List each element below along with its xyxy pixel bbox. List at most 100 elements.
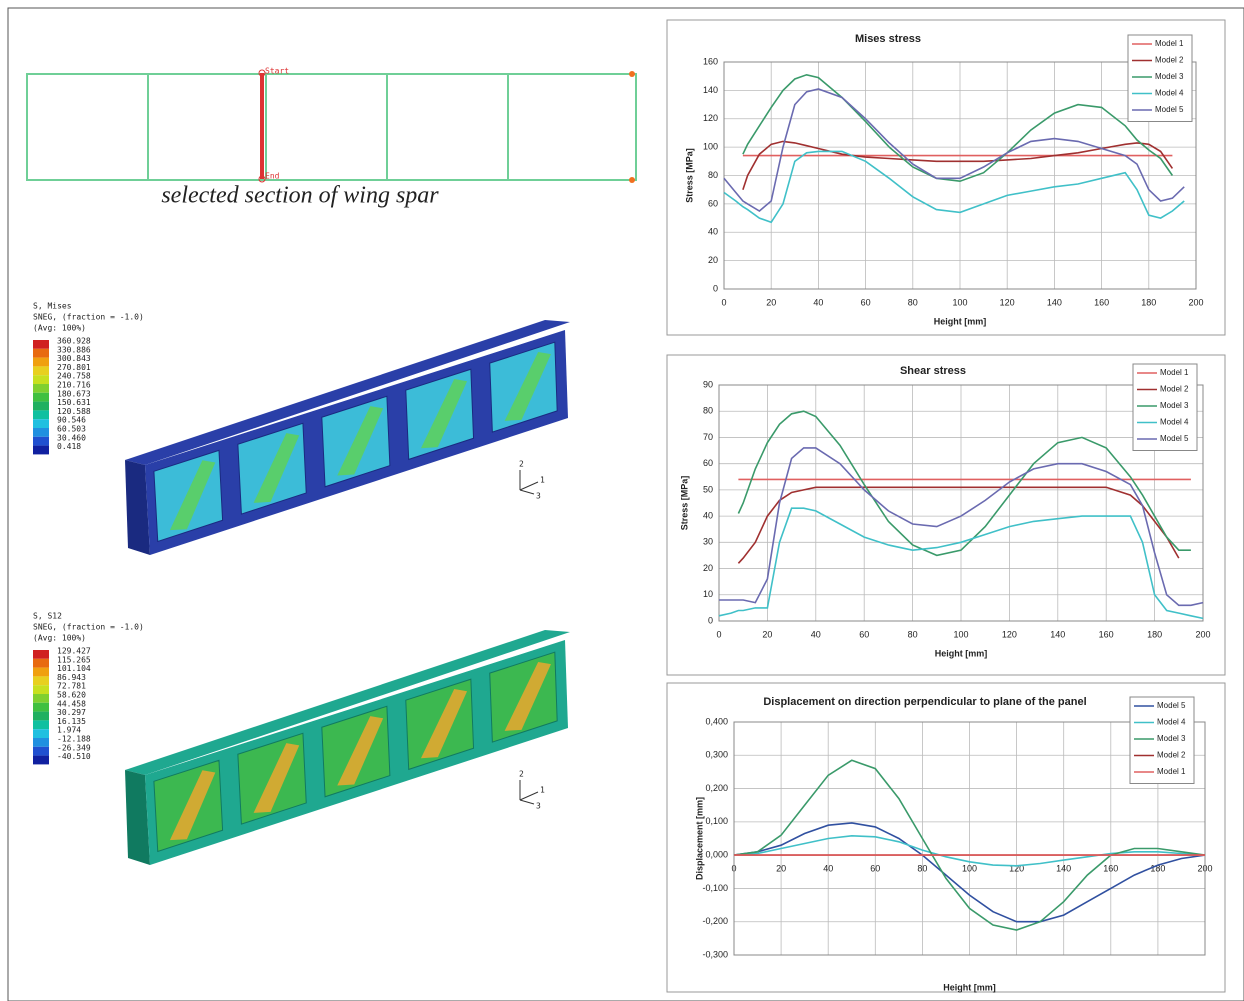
contour-level: 86.943 xyxy=(57,673,86,682)
contour-swatch xyxy=(33,428,49,437)
legend-label: Model 5 xyxy=(1160,434,1189,443)
x-tick-label: 80 xyxy=(917,864,927,874)
chart-title: Mises stress xyxy=(855,33,921,45)
start-label: Start xyxy=(265,67,289,76)
contour-swatch xyxy=(33,375,49,384)
contour-level: 16.135 xyxy=(57,717,86,726)
contour-swatch xyxy=(33,676,49,685)
legend-label: Model 1 xyxy=(1155,39,1184,48)
x-tick-label: 20 xyxy=(766,297,776,307)
contour-swatch xyxy=(33,738,49,747)
legend-label: Model 1 xyxy=(1157,767,1186,776)
contour-swatch xyxy=(33,659,49,668)
y-tick-label: 40 xyxy=(708,227,718,237)
x-tick-label: 180 xyxy=(1141,297,1156,307)
node xyxy=(629,177,635,183)
x-tick-label: 60 xyxy=(870,864,880,874)
spar-diagram: Start End selected section of wing spar xyxy=(27,67,636,209)
legend-label: Model 4 xyxy=(1160,418,1189,427)
x-tick-label: 160 xyxy=(1099,629,1114,639)
y-tick-label: 80 xyxy=(703,406,713,416)
triad-axis xyxy=(520,490,534,494)
x-tick-label: 40 xyxy=(823,864,833,874)
y-tick-label: 0 xyxy=(713,283,718,293)
contour-swatch xyxy=(33,402,49,411)
contour-level: 30.297 xyxy=(57,708,86,717)
legend-label: Model 3 xyxy=(1155,72,1184,81)
contour-swatch xyxy=(33,349,49,358)
contour-swatch xyxy=(33,419,49,428)
y-axis-label: Stress [MPa] xyxy=(684,148,694,203)
y-tick-label: 0 xyxy=(708,615,713,625)
x-axis-label: Height [mm] xyxy=(935,648,988,658)
x-tick-label: 200 xyxy=(1188,297,1203,307)
y-tick-label: 160 xyxy=(703,56,718,66)
contour-level: 44.458 xyxy=(57,699,86,708)
contour-level: 120.588 xyxy=(57,407,91,416)
node xyxy=(629,71,635,77)
y-tick-label: 0,400 xyxy=(705,716,728,726)
y-axis-label: Displacement [mm] xyxy=(694,797,704,880)
y-tick-label: -0,200 xyxy=(702,916,728,926)
y-axis-label: Stress [MPa] xyxy=(679,476,689,531)
legend-label: Model 4 xyxy=(1155,89,1184,98)
contour-level: 360.928 xyxy=(57,337,91,346)
contour-swatch xyxy=(33,720,49,729)
contour-level: 129.427 xyxy=(57,647,91,656)
y-tick-label: 100 xyxy=(703,142,718,152)
legend-label: Model 3 xyxy=(1160,401,1189,410)
x-tick-label: 20 xyxy=(762,629,772,639)
contour-swatch xyxy=(33,729,49,738)
y-tick-label: 50 xyxy=(703,484,713,494)
y-tick-label: 0,200 xyxy=(705,783,728,793)
legend-label: Model 5 xyxy=(1155,105,1184,114)
y-tick-label: 80 xyxy=(708,170,718,180)
contour-level: 150.631 xyxy=(57,398,91,407)
y-tick-label: 0,300 xyxy=(705,750,728,760)
x-tick-label: 80 xyxy=(908,297,918,307)
x-tick-label: 140 xyxy=(1056,864,1071,874)
x-axis-label: Height [mm] xyxy=(934,316,987,326)
y-tick-label: 20 xyxy=(708,255,718,265)
x-tick-label: 100 xyxy=(962,864,977,874)
y-tick-label: 60 xyxy=(703,458,713,468)
legend-label: Model 5 xyxy=(1157,701,1186,710)
figure: Start End selected section of wing spar … xyxy=(0,0,1244,1001)
contour-swatch xyxy=(33,747,49,756)
x-tick-label: 0 xyxy=(721,297,726,307)
contour-swatch xyxy=(33,437,49,446)
legend-label: Model 1 xyxy=(1160,368,1189,377)
legend-label: Model 2 xyxy=(1157,751,1186,760)
charts: Mises stress Height [mm] Stress [MPa] 0 20 40… xyxy=(667,20,1225,992)
y-tick-label: 10 xyxy=(703,589,713,599)
y-tick-label: 120 xyxy=(703,113,718,123)
contour-title: (Avg: 100%) xyxy=(33,634,86,643)
contour-level: 30.460 xyxy=(57,433,86,442)
contour-title: S, S12 xyxy=(33,612,62,621)
legend-label: Model 4 xyxy=(1157,718,1186,727)
contour-swatch xyxy=(33,366,49,375)
chart-title: Shear stress xyxy=(900,365,966,377)
contour-level: -26.349 xyxy=(57,743,91,752)
x-tick-label: 60 xyxy=(859,629,869,639)
contour-title: SNEG, (fraction = -1.0) xyxy=(33,313,144,322)
contour-swatch xyxy=(33,358,49,367)
contour-swatch xyxy=(33,756,49,765)
contour-level: 60.503 xyxy=(57,425,86,434)
x-tick-label: 20 xyxy=(776,864,786,874)
legend-label: Model 3 xyxy=(1157,734,1186,743)
y-tick-label: 40 xyxy=(703,510,713,520)
contour-level: -12.188 xyxy=(57,735,91,744)
contour-swatch xyxy=(33,384,49,393)
contour-level: 90.546 xyxy=(57,416,86,425)
triad-label: 1 xyxy=(540,786,545,795)
contour-swatch xyxy=(33,410,49,419)
caption: selected section of wing spar xyxy=(161,183,439,209)
contour-level: 101.104 xyxy=(57,664,91,673)
legend-label: Model 2 xyxy=(1155,56,1184,65)
contour-level: 58.620 xyxy=(57,691,86,700)
x-tick-label: 200 xyxy=(1195,629,1210,639)
y-tick-label: 20 xyxy=(703,563,713,573)
x-tick-label: 140 xyxy=(1050,629,1065,639)
triad-axis xyxy=(520,792,538,800)
